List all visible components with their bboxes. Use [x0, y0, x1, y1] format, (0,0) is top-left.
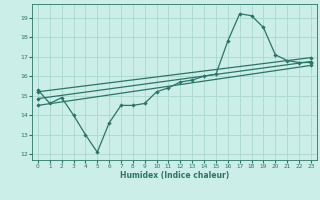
X-axis label: Humidex (Indice chaleur): Humidex (Indice chaleur)	[120, 171, 229, 180]
